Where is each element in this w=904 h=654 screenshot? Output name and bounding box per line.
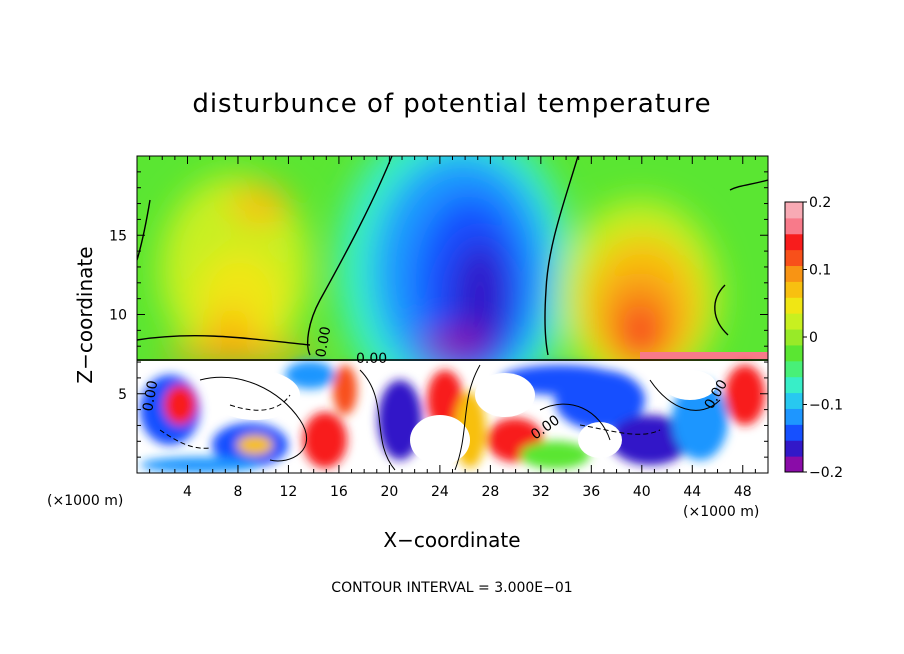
- y-axis: 5 10 15: [109, 171, 768, 458]
- colorbar-swatch: [785, 217, 803, 235]
- contour-line: [137, 199, 151, 261]
- colorbar-swatch: [785, 297, 803, 314]
- turbulent-patch: [427, 370, 463, 430]
- white-eddy: [475, 373, 535, 417]
- x-axis-unit-right: (×1000 m): [683, 504, 759, 520]
- colorbar-tick-label: 0: [809, 330, 818, 346]
- pink-surface-strip: [640, 352, 768, 359]
- colorbar-swatch: [785, 408, 803, 425]
- x-tick-label: 36: [582, 484, 600, 500]
- turbulent-patch: [610, 415, 690, 465]
- y-tick-label: 15: [109, 228, 127, 244]
- colorbar-swatch: [785, 440, 803, 457]
- contour-interval-note: CONTOUR INTERVAL = 3.000E−01: [331, 580, 572, 596]
- colorbar-swatch: [785, 376, 803, 394]
- lower-field: [137, 361, 768, 473]
- colorbar: 0.2 0.1 0 −0.1 −0.2: [784, 195, 843, 481]
- x-tick-label: 4: [183, 484, 192, 500]
- contour-label: 0.00: [356, 351, 387, 367]
- plot-area: [137, 156, 768, 473]
- contour-line: [539, 403, 611, 441]
- colorbar-swatch: [785, 249, 803, 267]
- contour-line: [137, 335, 311, 346]
- contour-line: [359, 369, 396, 471]
- turbulent-patch: [333, 365, 357, 415]
- colorbar-swatch: [785, 233, 803, 251]
- x-tick-label: 12: [280, 484, 298, 500]
- x-tick-label: 28: [481, 484, 499, 500]
- contour-line: [714, 284, 729, 336]
- contour-line: [199, 376, 307, 462]
- contour-line: [307, 156, 393, 356]
- y-tick-label: 10: [109, 308, 127, 324]
- x-tick-label: 48: [734, 484, 752, 500]
- contour-label: 0.00: [140, 379, 161, 412]
- contour-line: [729, 179, 768, 191]
- y-tick-label: 5: [118, 387, 127, 403]
- x-tick-label: 8: [233, 484, 242, 500]
- turbulent-patch: [164, 385, 196, 425]
- turbulent-patch: [285, 361, 335, 389]
- colorbar-swatch: [785, 456, 803, 473]
- turbulent-patch: [725, 365, 765, 425]
- colorbar-swatch: [785, 392, 803, 409]
- colorbar-swatch: [785, 202, 803, 219]
- colorbar-swatch: [785, 313, 803, 330]
- x-axis-unit-left: (×1000 m): [47, 493, 123, 509]
- white-eddy: [664, 370, 716, 400]
- y-axis-title: Z−coordinate: [73, 246, 97, 383]
- x-tick-label: 24: [431, 484, 449, 500]
- colorbar-swatch: [785, 281, 803, 298]
- turbulent-patch: [672, 380, 728, 460]
- colorbar-swatch: [785, 424, 803, 441]
- white-eddy: [210, 370, 300, 420]
- contour-label: 0.00: [313, 325, 334, 358]
- contour-line-dashed: [159, 429, 211, 449]
- white-eddy: [410, 415, 470, 465]
- contour-line: [454, 364, 481, 471]
- chart-title: disturbunce of potential temperature: [192, 89, 711, 119]
- white-eddy: [578, 422, 622, 458]
- colorbar-tick-label: 0.2: [809, 195, 831, 211]
- turbulent-patch: [140, 457, 260, 473]
- x-tick-label: 20: [380, 484, 398, 500]
- warm-anomaly-left-peak: [205, 308, 255, 352]
- colorbar-swatch: [785, 265, 803, 282]
- warm-anomaly-right-peak: [629, 328, 661, 356]
- cool-anomaly-base: [420, 329, 490, 361]
- warm-anomaly-top: [230, 185, 290, 225]
- colorbar-tick-label: −0.1: [809, 398, 843, 414]
- upper-field: [137, 156, 768, 418]
- contour-line: [649, 379, 721, 411]
- contour-line-dashed: [229, 394, 291, 411]
- contour-line: [544, 156, 579, 356]
- x-tick-label: 40: [633, 484, 651, 500]
- colorbar-tick-label: 0.1: [809, 263, 831, 279]
- colorbar-tick-label: −0.2: [809, 465, 843, 481]
- x-axis: 4 8 12 16 20 24 28 32 36 40 44 48: [149, 156, 756, 500]
- colorbar-swatch: [785, 360, 803, 378]
- turbulent-patch: [237, 435, 273, 455]
- colorbar-swatch: [785, 329, 803, 346]
- x-tick-label: 44: [683, 484, 701, 500]
- colorbar-swatch: [785, 344, 803, 362]
- x-axis-title: X−coordinate: [383, 528, 520, 552]
- x-tick-label: 16: [330, 484, 348, 500]
- x-tick-label: 32: [532, 484, 550, 500]
- turbulent-patch: [520, 441, 590, 469]
- contour-line-dashed: [579, 424, 661, 435]
- turbulent-patch: [303, 412, 347, 468]
